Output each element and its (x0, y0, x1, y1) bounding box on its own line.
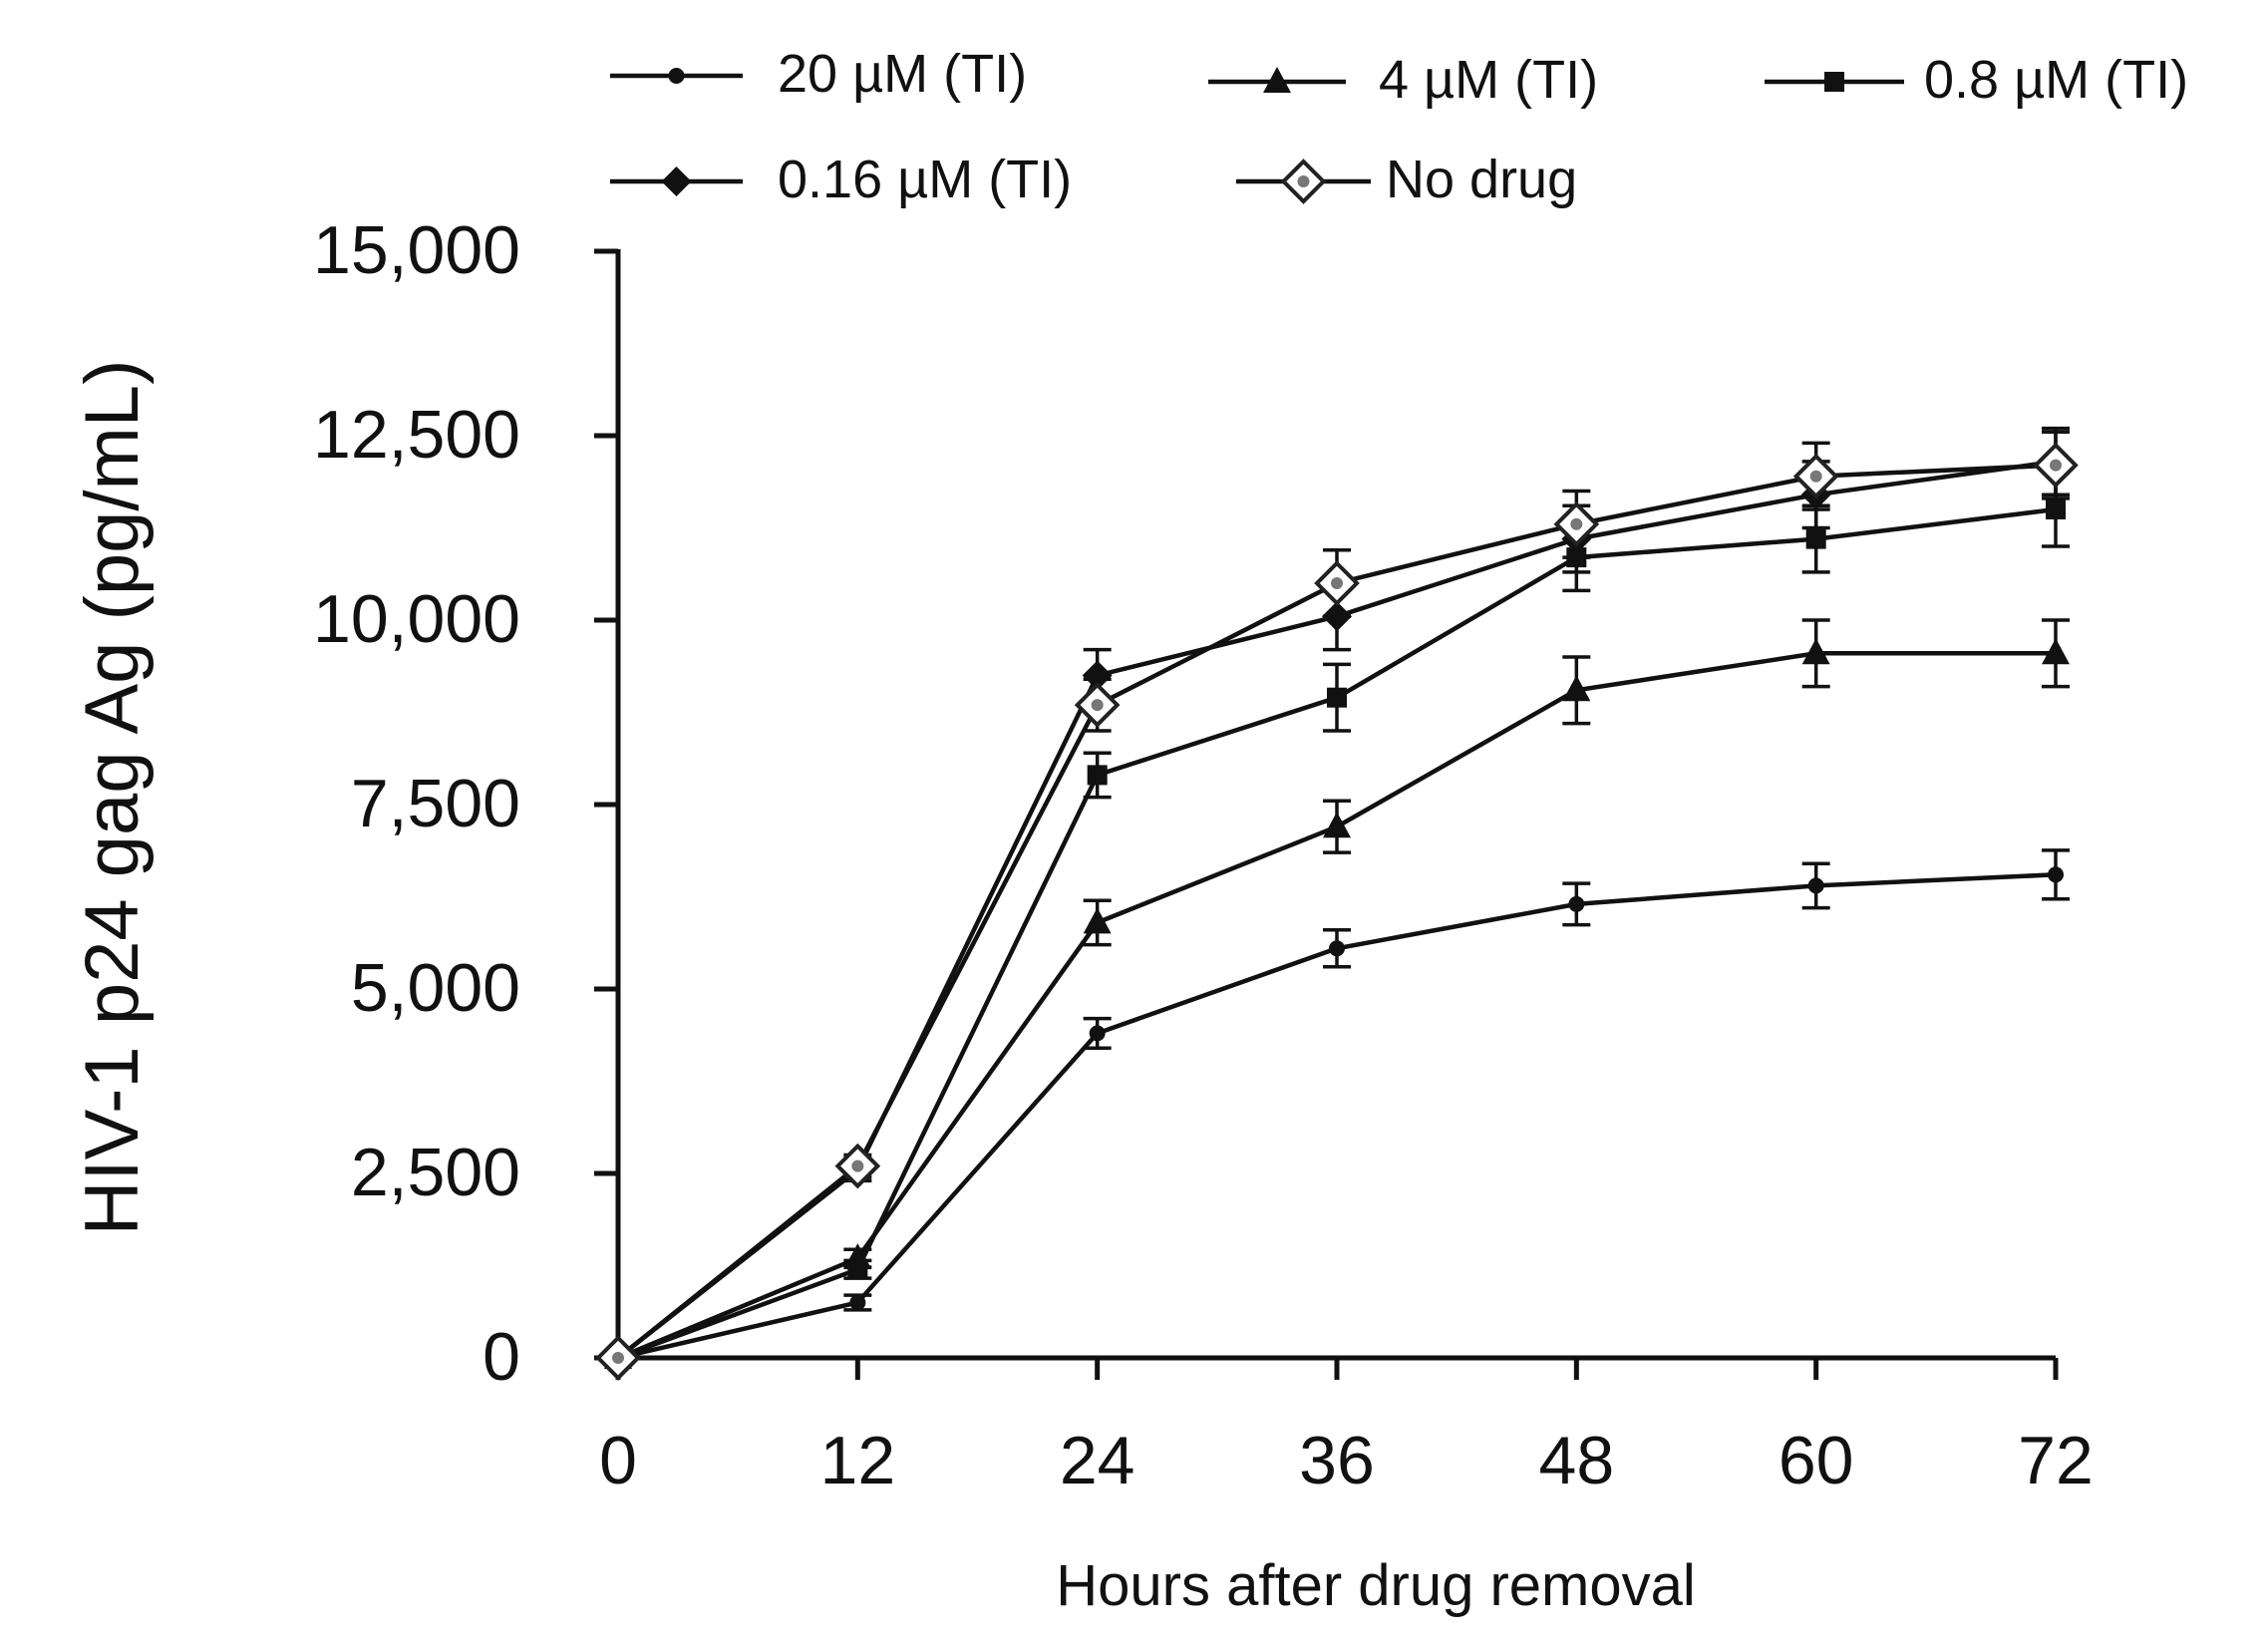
data-point (1568, 895, 1585, 912)
data-point (1801, 638, 1830, 665)
data-point (1083, 907, 1112, 934)
legend-label: 0.16 µM (TI) (778, 150, 1072, 209)
data-point (2042, 638, 2070, 665)
data-point (2048, 866, 2064, 883)
y-axis-title: HIV-1 p24 gag Ag (pg/mL) (70, 360, 155, 1236)
legend-item-2: 4 µM (TI) (1208, 50, 1598, 110)
data-point (1807, 877, 1824, 894)
series-lines (595, 426, 2079, 1381)
data-point (595, 1335, 641, 1381)
data-point (1074, 682, 1121, 728)
legend-label: 4 µM (TI) (1379, 50, 1598, 110)
data-point (847, 1259, 868, 1280)
data-point (849, 1294, 866, 1311)
x-tick-label: 24 (1060, 1423, 1135, 1498)
data-point (1327, 687, 1347, 708)
legend: 20 µM (TI) 4 µM (TI) 0.8 µM (TI) 0.16 µM (T… (610, 44, 2188, 209)
data-point (1329, 940, 1345, 957)
axes (594, 249, 2056, 1361)
legend-item-5: No drug (1236, 150, 1577, 209)
y-tick-label: 7,500 (351, 766, 520, 841)
data-point (1805, 528, 1826, 549)
legend-label: 0.8 µM (TI) (1924, 50, 2188, 110)
data-point (2046, 499, 2066, 519)
ticks: 0 2,500 5,000 7,500 10,000 12,500 15,000 0 12 24 3… (313, 212, 2094, 1498)
data-point (1087, 765, 1108, 786)
x-tick-label: 60 (1779, 1423, 1854, 1498)
data-point (1792, 453, 1839, 499)
data-point (1082, 660, 1113, 691)
y-tick-label: 5,000 (351, 950, 520, 1026)
legend-item-3: 0.8 µM (TI) (1765, 50, 2188, 110)
data-point (1323, 812, 1351, 838)
data-point (1553, 500, 1600, 547)
x-axis-title: Hours after drug removal (1056, 1553, 1695, 1618)
y-tick-label: 15,000 (313, 212, 520, 288)
y-tick-label: 2,500 (351, 1135, 520, 1210)
data-point (834, 1143, 881, 1189)
legend-marker (1263, 67, 1291, 93)
x-tick-label: 36 (1299, 1423, 1375, 1498)
x-tick-label: 72 (2018, 1423, 2094, 1498)
legend-label: No drug (1386, 150, 1577, 209)
legend-marker (1824, 72, 1844, 92)
legend-marker (668, 68, 685, 84)
data-point (1314, 560, 1360, 606)
series-1 (610, 848, 2070, 1366)
x-tick-label: 12 (820, 1423, 896, 1498)
y-tick-label: 10,000 (313, 581, 520, 657)
series-line (617, 651, 2056, 1361)
legend-marker (1280, 159, 1327, 204)
y-tick-label: 0 (483, 1319, 520, 1395)
legend-label: 20 µM (TI) (778, 44, 1027, 104)
x-tick-label: 48 (1539, 1423, 1615, 1498)
legend-item-1: 20 µM (TI) (610, 44, 1027, 104)
data-point (2033, 442, 2079, 489)
series-5 (595, 430, 2079, 1381)
data-point (1089, 1025, 1106, 1042)
x-tick-label: 0 (599, 1423, 637, 1498)
data-point (1562, 675, 1591, 702)
legend-marker (661, 166, 692, 196)
legend-item-4: 0.16 µM (TI) (610, 150, 1072, 209)
y-tick-label: 12,500 (313, 397, 520, 473)
